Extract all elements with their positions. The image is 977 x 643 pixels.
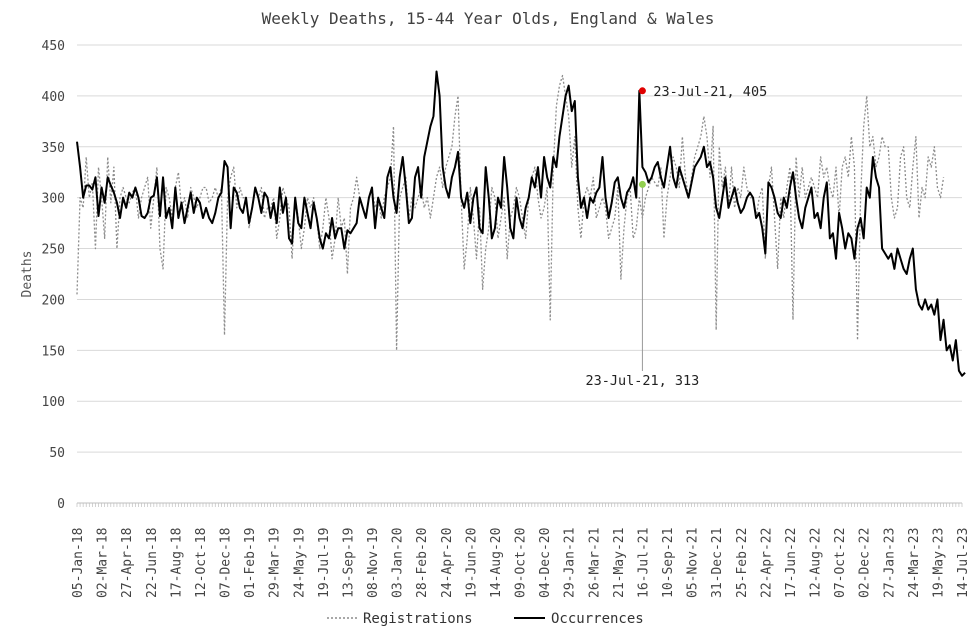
x-tick-label: 27-Apr-18 [120,528,135,598]
y-axis-ticks: 0 50 100 150 200 250 300 350 400 450 [42,39,65,512]
x-tick-label: 24-Apr-20 [440,528,455,598]
annotation-marker-registration [638,180,646,188]
x-tick-label: 25-Feb-22 [735,528,750,598]
y-tick-label-50: 50 [49,446,65,461]
x-tick-label: 12-Aug-22 [809,528,824,598]
y-tick-label-250: 250 [42,243,65,258]
x-tick-label: 29-Mar-19 [268,528,283,598]
legend-registrations-label: Registrations [363,611,473,627]
x-tick-label: 05-Jan-18 [71,528,86,598]
x-tick-label: 27-Jan-23 [882,528,897,598]
plot-area [76,70,966,377]
x-tick-label: 19-Jun-20 [464,528,479,598]
x-tick-label: 22-Jun-18 [145,528,160,598]
y-tick-label-150: 150 [42,344,65,359]
x-tick-label: 16-Jul-21 [636,528,651,598]
y-tick-label-0: 0 [57,497,65,512]
gridlines [77,44,962,504]
y-tick-label-200: 200 [42,293,65,308]
x-tick-label: 09-Oct-20 [514,528,529,598]
legend: Registrations Occurrences [327,611,644,627]
x-tick-label: 24-Mar-23 [907,528,922,598]
x-tick-label: 17-Aug-18 [169,528,184,598]
x-tick-label: 14-Jul-23 [956,528,971,598]
y-tick-label-100: 100 [42,395,65,410]
x-tick-label: 28-Feb-20 [415,528,430,598]
x-tick-label: 02-Mar-18 [96,528,111,598]
annotation-marker-peak [638,87,646,95]
x-tick-label: 01-Feb-19 [243,528,258,598]
y-tick-label-450: 450 [42,39,65,54]
y-tick-label-350: 350 [42,141,65,156]
x-tick-label: 07-Oct-22 [833,528,848,598]
y-tick-label-300: 300 [42,192,65,207]
x-tick-label: 07-Dec-18 [219,528,234,598]
annotations: 23-Jul-21, 405 23-Jul-21, 313 [586,84,768,389]
x-tick-label: 19-Jul-19 [317,528,332,598]
x-tick-label: 24-May-19 [292,528,307,598]
x-axis-ticks: 05-Jan-18 02-Mar-18 27-Apr-18 22-Jun-18 17-A… [71,502,971,598]
x-tick-label: 17-Jun-22 [784,528,799,598]
x-tick-label: 31-Dec-21 [710,528,725,598]
legend-occurrences-label: Occurrences [551,611,644,627]
chart-title: Weekly Deaths, 15-44 Year Olds, England … [262,9,715,28]
series-line-occurrences [76,70,966,377]
x-tick-label: 04-Dec-20 [538,528,553,598]
x-tick-label: 14-Aug-20 [489,528,504,598]
x-tick-label: 03-Jan-20 [391,528,406,598]
x-tick-label: 21-May-21 [612,528,627,598]
x-tick-label: 19-May-23 [931,528,946,598]
x-tick-label: 13-Sep-19 [341,528,356,598]
x-tick-label: 10-Sep-21 [661,528,676,598]
y-axis-label: Deaths [20,251,35,298]
x-tick-label: 12-Oct-18 [194,528,209,598]
y-tick-label-400: 400 [42,90,65,105]
x-tick-label: 08-Nov-19 [366,528,381,598]
x-tick-label: 05-Nov-21 [686,528,701,598]
x-tick-label: 29-Jan-21 [563,528,578,598]
annotation-label-registration: 23-Jul-21, 313 [586,373,700,389]
x-tick-label: 02-Dec-22 [858,528,873,598]
x-tick-label: 26-Mar-21 [587,528,602,598]
x-tick-label: 22-Apr-22 [759,528,774,598]
annotation-label-peak: 23-Jul-21, 405 [653,84,767,100]
